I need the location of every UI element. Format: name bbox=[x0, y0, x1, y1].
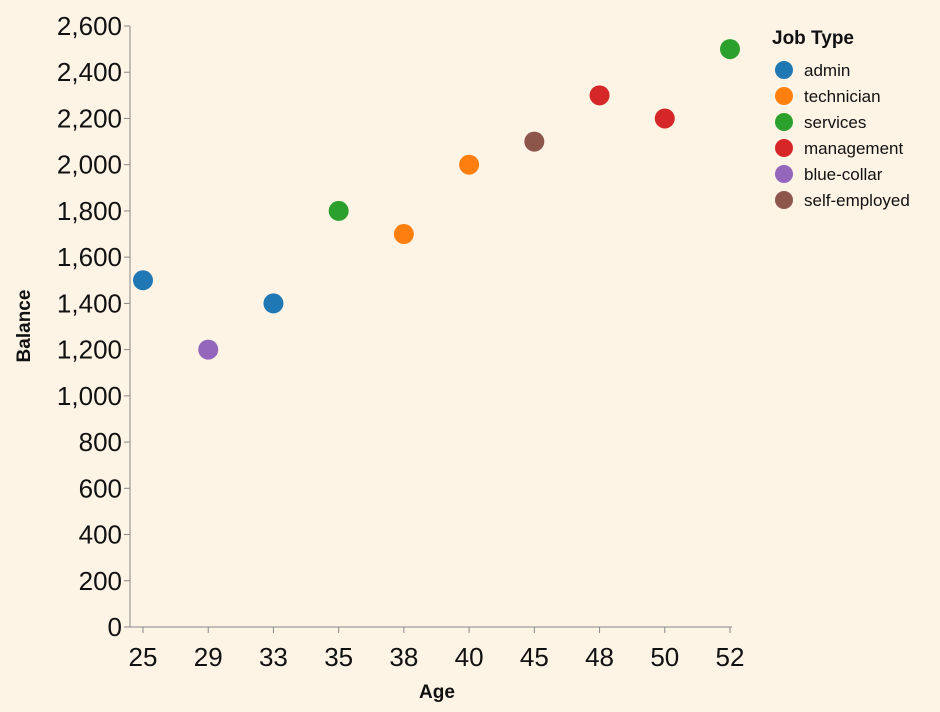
legend-symbol-services bbox=[775, 113, 793, 131]
legend-label-blue-collar: blue-collar bbox=[804, 165, 883, 184]
legend-label-management: management bbox=[804, 139, 904, 158]
data-point-services bbox=[328, 200, 349, 221]
legend-symbol-admin bbox=[775, 61, 793, 79]
x-axis: 25 29 33 35 38 40 45 48 50 52 bbox=[129, 626, 745, 672]
x-tick-label: 45 bbox=[520, 642, 549, 672]
y-tick-label: 1,400 bbox=[57, 288, 122, 318]
legend: Job Type admin technician services manageme… bbox=[772, 28, 910, 210]
y-tick-label: 600 bbox=[79, 473, 122, 503]
x-axis-title: Age bbox=[419, 682, 455, 703]
legend-symbol-blue-collar bbox=[775, 165, 793, 183]
y-tick-label: 2,000 bbox=[57, 150, 122, 180]
legend-title: Job Type bbox=[772, 28, 854, 49]
y-tick-label: 2,600 bbox=[57, 11, 122, 41]
data-point-technician bbox=[459, 154, 480, 175]
x-tick-label: 52 bbox=[716, 642, 745, 672]
legend-symbol-technician bbox=[775, 87, 793, 105]
x-tick-label: 33 bbox=[259, 642, 288, 672]
x-tick-label: 25 bbox=[129, 642, 158, 672]
y-axis: 0 200 400 600 800 1,000 1,200 1,400 1,600 1,800 2,… bbox=[57, 11, 131, 642]
x-tick-label: 48 bbox=[585, 642, 614, 672]
y-tick-label: 1,800 bbox=[57, 196, 122, 226]
legend-label-services: services bbox=[804, 113, 866, 132]
y-tick-label: 800 bbox=[79, 427, 122, 457]
x-tick-label: 50 bbox=[650, 642, 679, 672]
legend-symbol-self-employed bbox=[775, 191, 793, 209]
data-point-admin bbox=[133, 270, 153, 291]
data-point-admin bbox=[263, 293, 284, 314]
data-point-technician bbox=[393, 224, 414, 245]
legend-label-self-employed: self-employed bbox=[804, 191, 910, 210]
y-tick-label: 1,000 bbox=[57, 381, 122, 411]
y-axis-title: Balance bbox=[14, 290, 35, 363]
y-tick-label: 400 bbox=[79, 520, 122, 550]
y-tick-label: 1,600 bbox=[57, 242, 122, 272]
y-tick-label: 0 bbox=[108, 612, 122, 642]
legend-label-admin: admin bbox=[804, 61, 850, 80]
x-tick-label: 40 bbox=[455, 642, 484, 672]
data-point-blue-collar bbox=[198, 339, 219, 360]
legend-symbol-management bbox=[775, 139, 793, 157]
x-tick-label: 29 bbox=[194, 642, 223, 672]
x-tick-label: 38 bbox=[389, 642, 418, 672]
y-tick-label: 2,200 bbox=[57, 103, 122, 133]
y-tick-label: 2,400 bbox=[57, 57, 122, 87]
data-points bbox=[133, 39, 740, 360]
x-tick-label: 35 bbox=[324, 642, 353, 672]
data-point-management bbox=[589, 85, 610, 106]
y-tick-label: 1,200 bbox=[57, 335, 122, 365]
data-point-self-employed bbox=[524, 131, 545, 152]
data-point-services bbox=[720, 39, 740, 60]
data-point-management bbox=[654, 108, 675, 129]
y-tick-label: 200 bbox=[79, 566, 122, 596]
legend-label-technician: technician bbox=[804, 87, 881, 106]
